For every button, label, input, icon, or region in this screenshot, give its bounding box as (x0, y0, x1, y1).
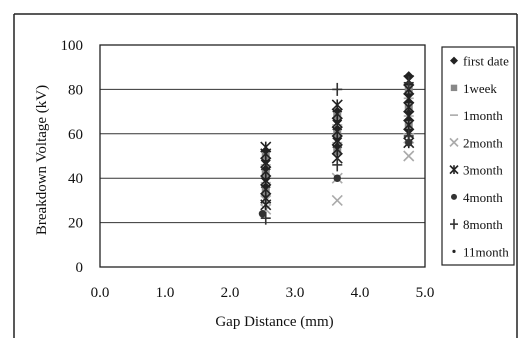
data-point (258, 209, 267, 218)
y-tick-label: 80 (68, 82, 83, 98)
y-tick-label: 40 (68, 171, 83, 187)
legend-label: 2month (463, 135, 503, 150)
legend-item: 8month (450, 217, 503, 232)
marker-shape (406, 109, 411, 114)
x-tick-label: 2.0 (221, 285, 240, 301)
legend-marker (449, 137, 459, 147)
marker-shape (450, 84, 458, 92)
legend-marker (451, 193, 457, 200)
series-5 (258, 138, 413, 218)
x-tick-label: 4.0 (351, 285, 370, 301)
legend-marker (449, 165, 459, 175)
marker-shape (405, 138, 413, 147)
legend-item: 1month (450, 108, 503, 123)
y-tick-label: 20 (68, 216, 83, 232)
plot-area-border (99, 44, 426, 268)
data-point (403, 129, 414, 143)
legend-label: 1week (463, 81, 497, 96)
marker-shape (450, 56, 458, 65)
axis-ticks: 0 20 40 60 80 100 0.0 1.0 2.0 3.0 4.0 5.0 (61, 38, 435, 301)
marker-shape (452, 249, 456, 253)
x-tick-label: 3.0 (286, 285, 305, 301)
legend-box (441, 46, 515, 266)
legend-label: first date (463, 54, 509, 69)
data-point (331, 194, 343, 206)
legend-item: 1week (450, 81, 497, 96)
data-point (335, 142, 340, 147)
x-tick-label: 0.0 (91, 285, 110, 301)
marker-shape (333, 174, 341, 182)
legend-label: 4month (463, 190, 503, 205)
legend-label: 11month (463, 244, 509, 259)
data-point (403, 150, 415, 162)
legend-label: 3month (463, 163, 503, 178)
legend-label: 8month (463, 217, 503, 232)
series-7 (263, 109, 411, 170)
data-point (263, 165, 268, 170)
data-point (260, 211, 271, 225)
legend: first date 1week 1month 2month 3month 4month 8… (441, 46, 515, 266)
legend-item: 2month (449, 135, 503, 150)
legend-label: 1month (463, 108, 503, 123)
plot-border (99, 44, 426, 268)
legend-marker (450, 218, 458, 230)
legend-item: 11month (452, 244, 509, 259)
data-point (403, 76, 414, 90)
marker-shape (335, 142, 340, 147)
x-tick-label: 5.0 (416, 285, 435, 301)
series-4 (260, 74, 415, 211)
data-point (333, 174, 341, 182)
marker-shape (449, 137, 459, 147)
x-tick-label: 1.0 (156, 285, 175, 301)
chart-frame (13, 13, 518, 338)
data-point (405, 138, 413, 147)
legend-marker (452, 249, 456, 253)
legend-item: 3month (449, 163, 503, 178)
data-point (260, 199, 272, 211)
legend-marker (450, 84, 458, 92)
marker-shape (331, 194, 343, 206)
data-point (332, 158, 343, 172)
marker-shape (403, 150, 415, 162)
legend-item: 4month (451, 190, 503, 205)
y-axis-label: Breakdown Voltage (kV) (34, 85, 50, 235)
y-tick-label: 100 (61, 38, 84, 54)
x-axis-label: Gap Distance (mm) (215, 314, 333, 330)
data-points (258, 71, 415, 225)
series-6 (260, 76, 414, 225)
y-tick-label: 60 (68, 127, 83, 143)
marker-shape (451, 193, 457, 200)
marker-shape (263, 165, 268, 170)
data-point (406, 109, 411, 114)
marker-shape (258, 209, 267, 218)
legend-item: first date (450, 54, 509, 69)
data-point (332, 82, 343, 96)
legend-marker (450, 56, 458, 65)
y-tick-label: 0 (76, 260, 84, 276)
